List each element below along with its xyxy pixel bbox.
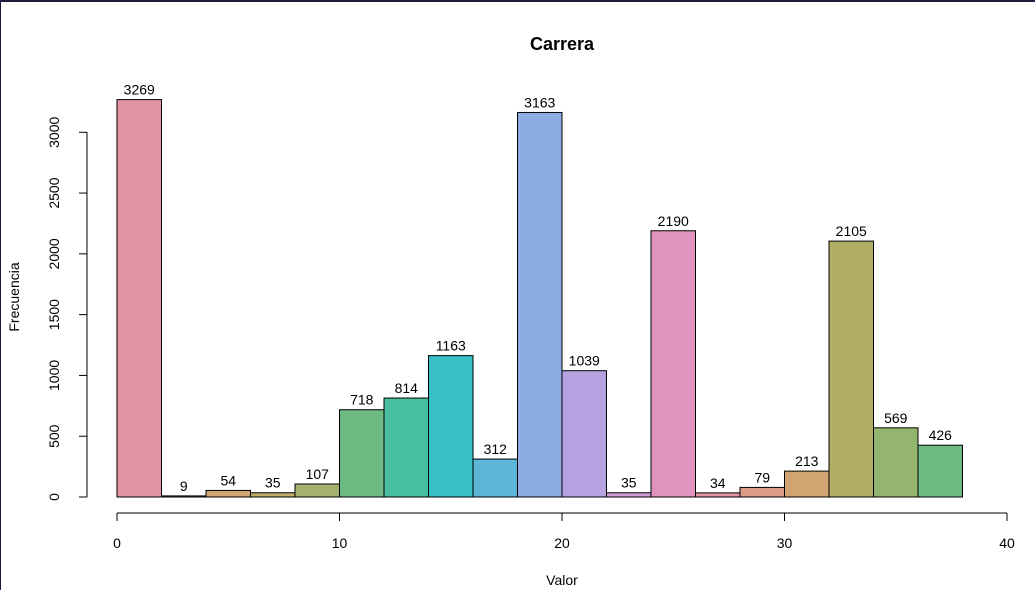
bar-value-label: 35 xyxy=(621,475,637,491)
y-axis-label: Frecuencia xyxy=(6,262,22,331)
bar-value-label: 1039 xyxy=(569,353,600,369)
histogram-bar xyxy=(695,492,741,498)
bar-value-label: 1163 xyxy=(436,338,466,354)
histogram-bar xyxy=(739,486,785,498)
bar-value-label: 2105 xyxy=(836,223,867,239)
histogram-bar xyxy=(294,483,340,498)
histogram-bar xyxy=(784,470,830,498)
histogram-bar xyxy=(472,458,518,498)
histogram-bar xyxy=(250,492,296,498)
histogram-bar xyxy=(383,397,429,498)
x-tick-label: 20 xyxy=(554,535,570,551)
histogram-bar xyxy=(561,370,607,498)
chart-title: Carrera xyxy=(530,34,595,54)
x-axis-label: Valor xyxy=(546,572,578,588)
bar-value-label: 2190 xyxy=(658,213,689,229)
bar-value-label: 3163 xyxy=(524,94,555,110)
histogram-bar xyxy=(873,427,919,498)
bar-value-label: 569 xyxy=(884,410,908,426)
bar-value-label: 79 xyxy=(754,469,770,485)
bar-value-label: 9 xyxy=(180,478,188,494)
bar-value-label: 3269 xyxy=(124,82,155,98)
histogram-bar xyxy=(116,99,162,498)
x-tick-label: 0 xyxy=(113,535,121,551)
histogram-bar xyxy=(917,444,963,498)
x-tick-label: 30 xyxy=(777,535,793,551)
bar-value-label: 34 xyxy=(710,475,726,491)
bar-value-label: 107 xyxy=(306,466,330,482)
histogram-bar xyxy=(650,230,696,498)
histogram-bar xyxy=(428,355,474,498)
histogram-bar xyxy=(339,409,385,498)
y-tick-label: 1000 xyxy=(46,360,62,391)
bar-value-label: 718 xyxy=(350,392,374,408)
bar-value-label: 312 xyxy=(484,441,508,457)
y-tick-label: 1500 xyxy=(46,299,62,330)
bar-value-label: 426 xyxy=(929,427,953,443)
x-tick-label: 40 xyxy=(999,535,1015,551)
histogram-bar xyxy=(205,489,251,498)
bars-group xyxy=(116,99,963,498)
bar-value-label: 35 xyxy=(265,475,281,491)
bar-value-label: 54 xyxy=(220,472,236,488)
histogram-bar xyxy=(828,240,874,498)
histogram-bar xyxy=(517,111,563,498)
y-tick-label: 0 xyxy=(46,493,62,501)
histogram-bar xyxy=(161,495,207,498)
y-tick-label: 2000 xyxy=(46,238,62,269)
bar-value-label: 814 xyxy=(395,380,419,396)
y-tick-label: 3000 xyxy=(46,117,62,148)
y-tick-label: 2500 xyxy=(46,177,62,208)
y-tick-label: 500 xyxy=(46,424,62,448)
bar-value-label: 213 xyxy=(795,453,819,469)
x-axis: 0 10 20 30 40 xyxy=(113,512,1015,551)
x-tick-label: 10 xyxy=(332,535,348,551)
y-axis: 0 500 1000 1500 2000 2500 3000 xyxy=(46,117,88,501)
bar-labels-group: 3269 9 54 35 107 718 814 1163 312 3163 1039 35 2190 3… xyxy=(124,82,952,494)
histogram-bar xyxy=(606,492,652,498)
